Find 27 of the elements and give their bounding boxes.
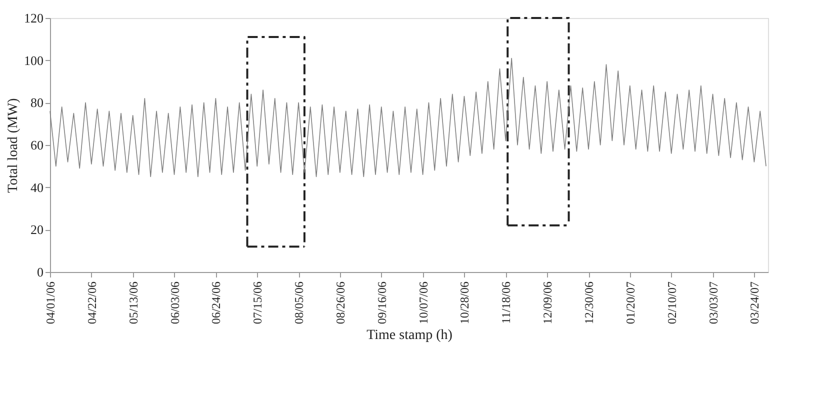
x-tick-label: 06/03/06 bbox=[168, 282, 182, 324]
x-tick-label: 12/09/06 bbox=[540, 282, 555, 324]
x-tick-label: 02/10/07 bbox=[664, 282, 679, 324]
y-axis-title: Total load (MW) bbox=[6, 98, 21, 193]
x-tick-label: 08/26/06 bbox=[333, 282, 348, 324]
y-tick-label: 80 bbox=[30, 95, 44, 110]
x-tick-label: 03/03/07 bbox=[706, 282, 720, 324]
y-tick-label: 20 bbox=[30, 222, 44, 238]
x-tick-label: 07/15/06 bbox=[250, 282, 265, 324]
x-tick-label: 10/28/06 bbox=[458, 282, 472, 324]
x-tick-label: 11/18/06 bbox=[499, 282, 514, 324]
y-tick-label: 40 bbox=[30, 180, 44, 195]
x-tick-label: 05/13/06 bbox=[126, 282, 140, 324]
x-tick-label: 08/05/06 bbox=[292, 282, 306, 324]
x-tick-label: 09/16/06 bbox=[374, 282, 389, 324]
x-tick-label: 01/20/07 bbox=[623, 282, 638, 324]
y-tick-label: 120 bbox=[24, 10, 44, 26]
x-axis-title: Time stamp (h) bbox=[366, 328, 453, 344]
y-tick-label: 60 bbox=[30, 138, 44, 152]
y-tick-label: 0 bbox=[37, 264, 44, 280]
x-tick-label: 04/22/06 bbox=[84, 282, 99, 324]
x-tick-label: 03/24/07 bbox=[748, 282, 762, 324]
x-tick-label: 04/01/06 bbox=[44, 282, 58, 324]
x-tick-label: 06/24/06 bbox=[209, 282, 224, 324]
x-tick-label: 10/07/06 bbox=[416, 282, 430, 324]
x-tick-label: 12/30/06 bbox=[582, 282, 596, 324]
y-tick-label: 100 bbox=[24, 52, 44, 68]
